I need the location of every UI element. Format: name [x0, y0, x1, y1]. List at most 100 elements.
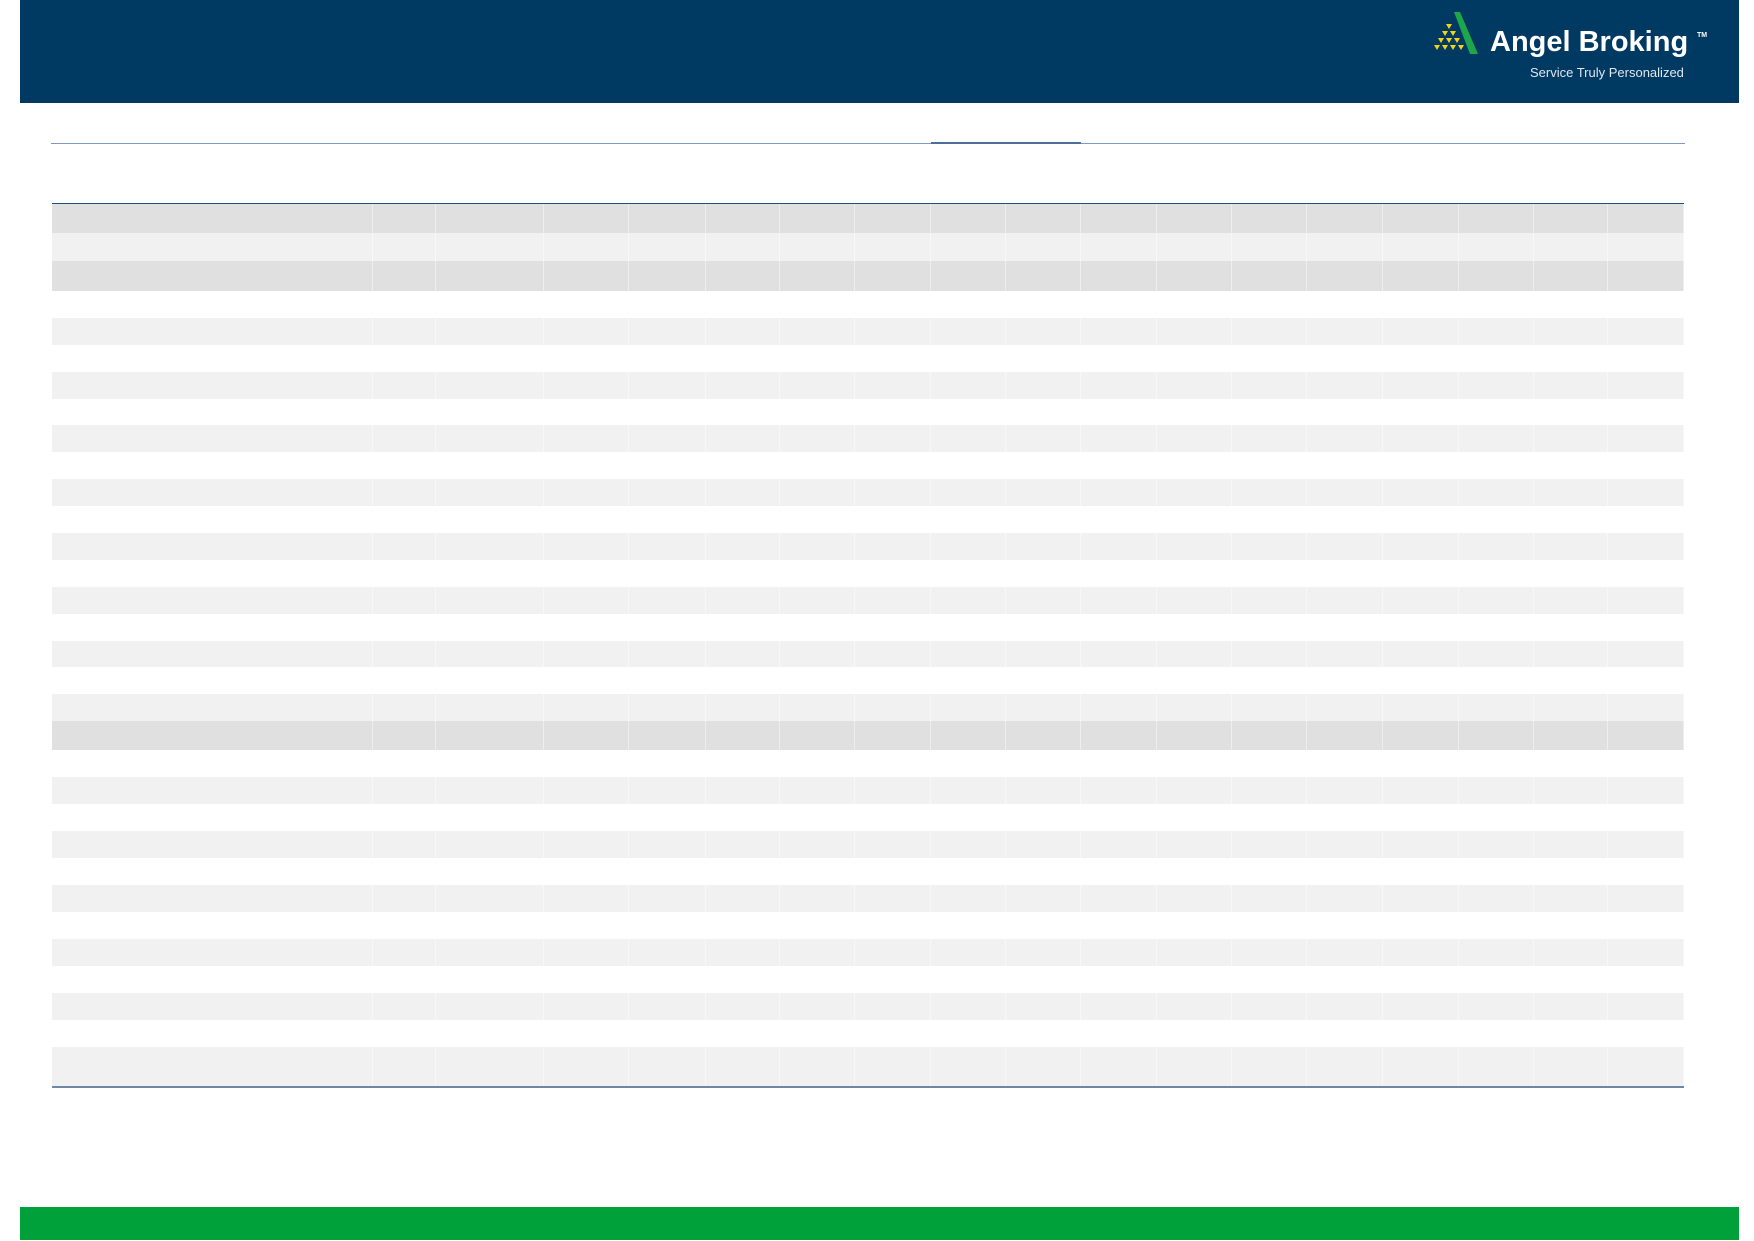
table-cell — [1232, 398, 1307, 426]
table-cell — [373, 993, 436, 1021]
table-cell — [1157, 559, 1232, 587]
table-cell — [706, 586, 780, 614]
table-cell — [52, 506, 373, 534]
table-cell — [1307, 804, 1383, 832]
table-cell — [1232, 371, 1307, 399]
table-row — [52, 858, 1684, 886]
table-cell — [706, 1047, 780, 1087]
table-cell — [1081, 613, 1157, 641]
table-cell — [436, 261, 544, 291]
table-cell — [544, 694, 629, 722]
table-cell — [931, 993, 1006, 1021]
table-cell — [1006, 640, 1081, 668]
table-cell — [780, 885, 855, 913]
table-cell — [436, 533, 544, 560]
table-cell — [1383, 966, 1459, 994]
table-cell — [780, 425, 855, 453]
table-cell — [629, 667, 706, 695]
table-cell — [1608, 667, 1684, 695]
table-cell — [1006, 993, 1081, 1021]
table-cell — [1383, 261, 1459, 291]
table-cell — [855, 858, 931, 886]
table-cell — [1081, 479, 1157, 507]
table-cell — [1232, 694, 1307, 722]
table-cell — [1081, 912, 1157, 940]
table-cell — [1081, 750, 1157, 778]
table-cell — [52, 344, 373, 372]
table-cell — [1006, 291, 1081, 318]
table-cell — [855, 344, 931, 372]
table-cell — [1307, 993, 1383, 1021]
table-cell — [373, 559, 436, 587]
table-cell — [1383, 993, 1459, 1021]
table-cell — [1608, 344, 1684, 372]
table-cell — [1534, 559, 1608, 587]
table-cell — [436, 233, 544, 261]
table-cell — [1081, 586, 1157, 614]
table-cell — [931, 667, 1006, 695]
table-cell — [52, 425, 373, 453]
table-cell — [1307, 750, 1383, 778]
table-cell — [855, 533, 931, 560]
table-cell — [780, 533, 855, 560]
table-row — [52, 966, 1684, 994]
table-cell — [629, 452, 706, 480]
table-cell — [629, 425, 706, 453]
table-cell — [706, 317, 780, 345]
table-cell — [706, 939, 780, 967]
table-cell — [1383, 694, 1459, 722]
table-cell — [1307, 721, 1383, 751]
table-cell — [1459, 939, 1534, 967]
table-cell — [436, 993, 544, 1021]
table-cell — [780, 858, 855, 886]
table-cell — [706, 993, 780, 1021]
table-cell — [1006, 721, 1081, 751]
table-cell — [1006, 1020, 1081, 1048]
table-cell — [1232, 479, 1307, 507]
header-banner: Angel Broking TM Service Truly Personali… — [20, 0, 1739, 103]
table-cell — [1383, 506, 1459, 534]
table-cell — [373, 804, 436, 832]
table-cell — [1459, 777, 1534, 805]
table-header-row — [52, 204, 1684, 233]
table-row — [52, 613, 1684, 641]
table-cell — [1006, 533, 1081, 560]
brand-tagline: Service Truly Personalized — [1530, 65, 1684, 80]
table-cell — [931, 559, 1006, 587]
table-cell — [1307, 1047, 1383, 1087]
table-cell — [1081, 640, 1157, 668]
table-cell — [373, 533, 436, 560]
table-row — [52, 993, 1684, 1021]
table-cell — [373, 452, 436, 480]
table-cell — [629, 993, 706, 1021]
table-cell — [52, 667, 373, 695]
table-cell — [1157, 317, 1232, 345]
table-cell — [931, 694, 1006, 722]
table-cell — [544, 1047, 629, 1087]
table-cell — [52, 831, 373, 859]
table-cell — [1459, 533, 1534, 560]
table-cell — [1383, 1047, 1459, 1087]
table-cell — [52, 261, 373, 291]
table-cell — [706, 506, 780, 534]
table-cell — [373, 721, 436, 751]
table-cell — [931, 533, 1006, 560]
table-cell — [1081, 398, 1157, 426]
table-cell — [1307, 939, 1383, 967]
table-cell — [1006, 912, 1081, 940]
table-cell — [1307, 586, 1383, 614]
table-cell — [629, 261, 706, 291]
table-row — [52, 533, 1684, 560]
table-cell — [373, 694, 436, 722]
table-cell — [1081, 1020, 1157, 1048]
table-cell — [1232, 425, 1307, 453]
table-cell — [373, 317, 436, 345]
table-cell — [706, 640, 780, 668]
table-row — [52, 912, 1684, 940]
table-cell — [629, 966, 706, 994]
table-cell — [373, 858, 436, 886]
table-cell — [52, 204, 373, 233]
table-cell — [544, 721, 629, 751]
table-row — [52, 291, 1684, 318]
table-cell — [855, 993, 931, 1021]
